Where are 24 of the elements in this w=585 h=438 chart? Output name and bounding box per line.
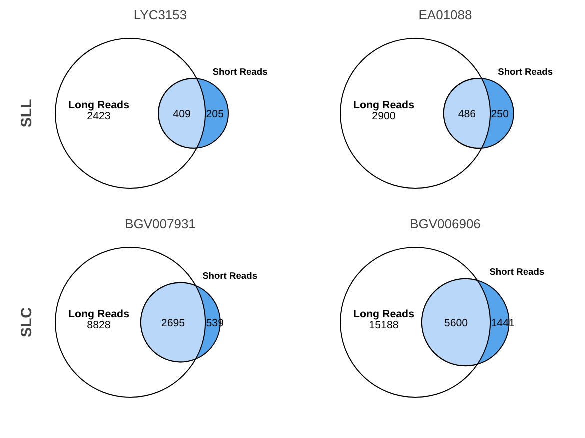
category-label: Long Reads — [354, 99, 415, 112]
category-label: Short Reads — [202, 270, 258, 281]
data-label: 205 — [206, 108, 224, 120]
category-label: Short Reads — [490, 266, 545, 277]
category-label: Short Reads — [498, 66, 554, 77]
data-label: 250 — [491, 108, 510, 120]
text: BGV006906 — [410, 216, 481, 232]
data-label: 409 — [173, 108, 192, 120]
text: SLC — [18, 307, 36, 338]
text: BGV007931 — [125, 216, 196, 232]
category-label: Long Reads — [68, 99, 130, 112]
category-label: Long Reads — [68, 308, 130, 320]
data-label: 2695 — [161, 318, 186, 330]
data-label: 8828 — [87, 319, 111, 332]
data-label: 486 — [458, 108, 476, 120]
text: SLL — [18, 99, 36, 128]
data-label: 2900 — [372, 110, 396, 122]
text: LYC3153 — [134, 8, 188, 22]
data-label: 2423 — [87, 110, 111, 122]
category-label: Long Reads — [354, 308, 415, 320]
data-label: 15188 — [369, 319, 399, 332]
data-label: 5600 — [444, 318, 468, 330]
text: EA01088 — [418, 8, 472, 22]
category-label: Short Reads — [212, 66, 268, 77]
